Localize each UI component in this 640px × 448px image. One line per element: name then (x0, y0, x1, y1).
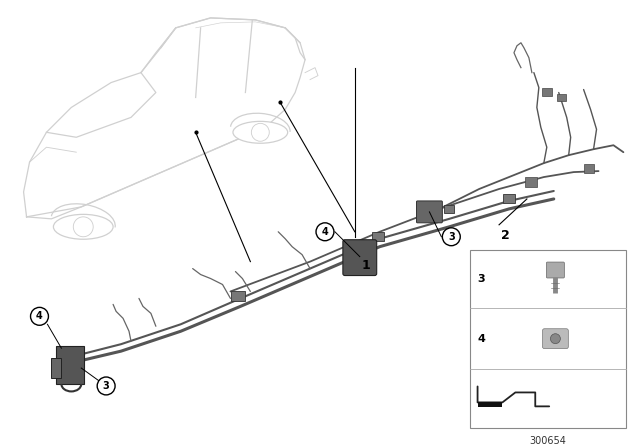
Circle shape (252, 123, 269, 141)
Ellipse shape (53, 214, 113, 239)
Circle shape (31, 307, 49, 325)
Circle shape (442, 228, 460, 246)
Bar (372, 232, 383, 241)
Ellipse shape (550, 334, 561, 344)
Bar (477, 402, 502, 407)
Bar (232, 292, 245, 302)
Bar (542, 87, 552, 96)
Text: 2: 2 (501, 229, 510, 242)
Bar (470, 250, 625, 428)
FancyBboxPatch shape (543, 329, 568, 349)
Circle shape (316, 223, 334, 241)
Text: 1: 1 (362, 258, 371, 271)
Bar (56, 346, 84, 384)
Ellipse shape (233, 121, 287, 143)
Text: 4: 4 (321, 227, 328, 237)
Circle shape (74, 217, 93, 237)
Text: 4: 4 (477, 334, 486, 344)
Text: 300654: 300654 (529, 436, 566, 446)
Text: 3: 3 (477, 274, 485, 284)
FancyBboxPatch shape (343, 240, 377, 276)
Circle shape (97, 377, 115, 395)
Text: 3: 3 (448, 232, 454, 242)
Bar (444, 205, 454, 213)
Bar (557, 94, 566, 101)
Bar (503, 194, 515, 203)
FancyBboxPatch shape (417, 201, 442, 223)
Text: 4: 4 (36, 311, 43, 321)
Bar (525, 177, 537, 187)
Bar (51, 358, 61, 378)
FancyBboxPatch shape (547, 262, 564, 278)
Text: 3: 3 (103, 381, 109, 391)
Bar (584, 164, 593, 173)
